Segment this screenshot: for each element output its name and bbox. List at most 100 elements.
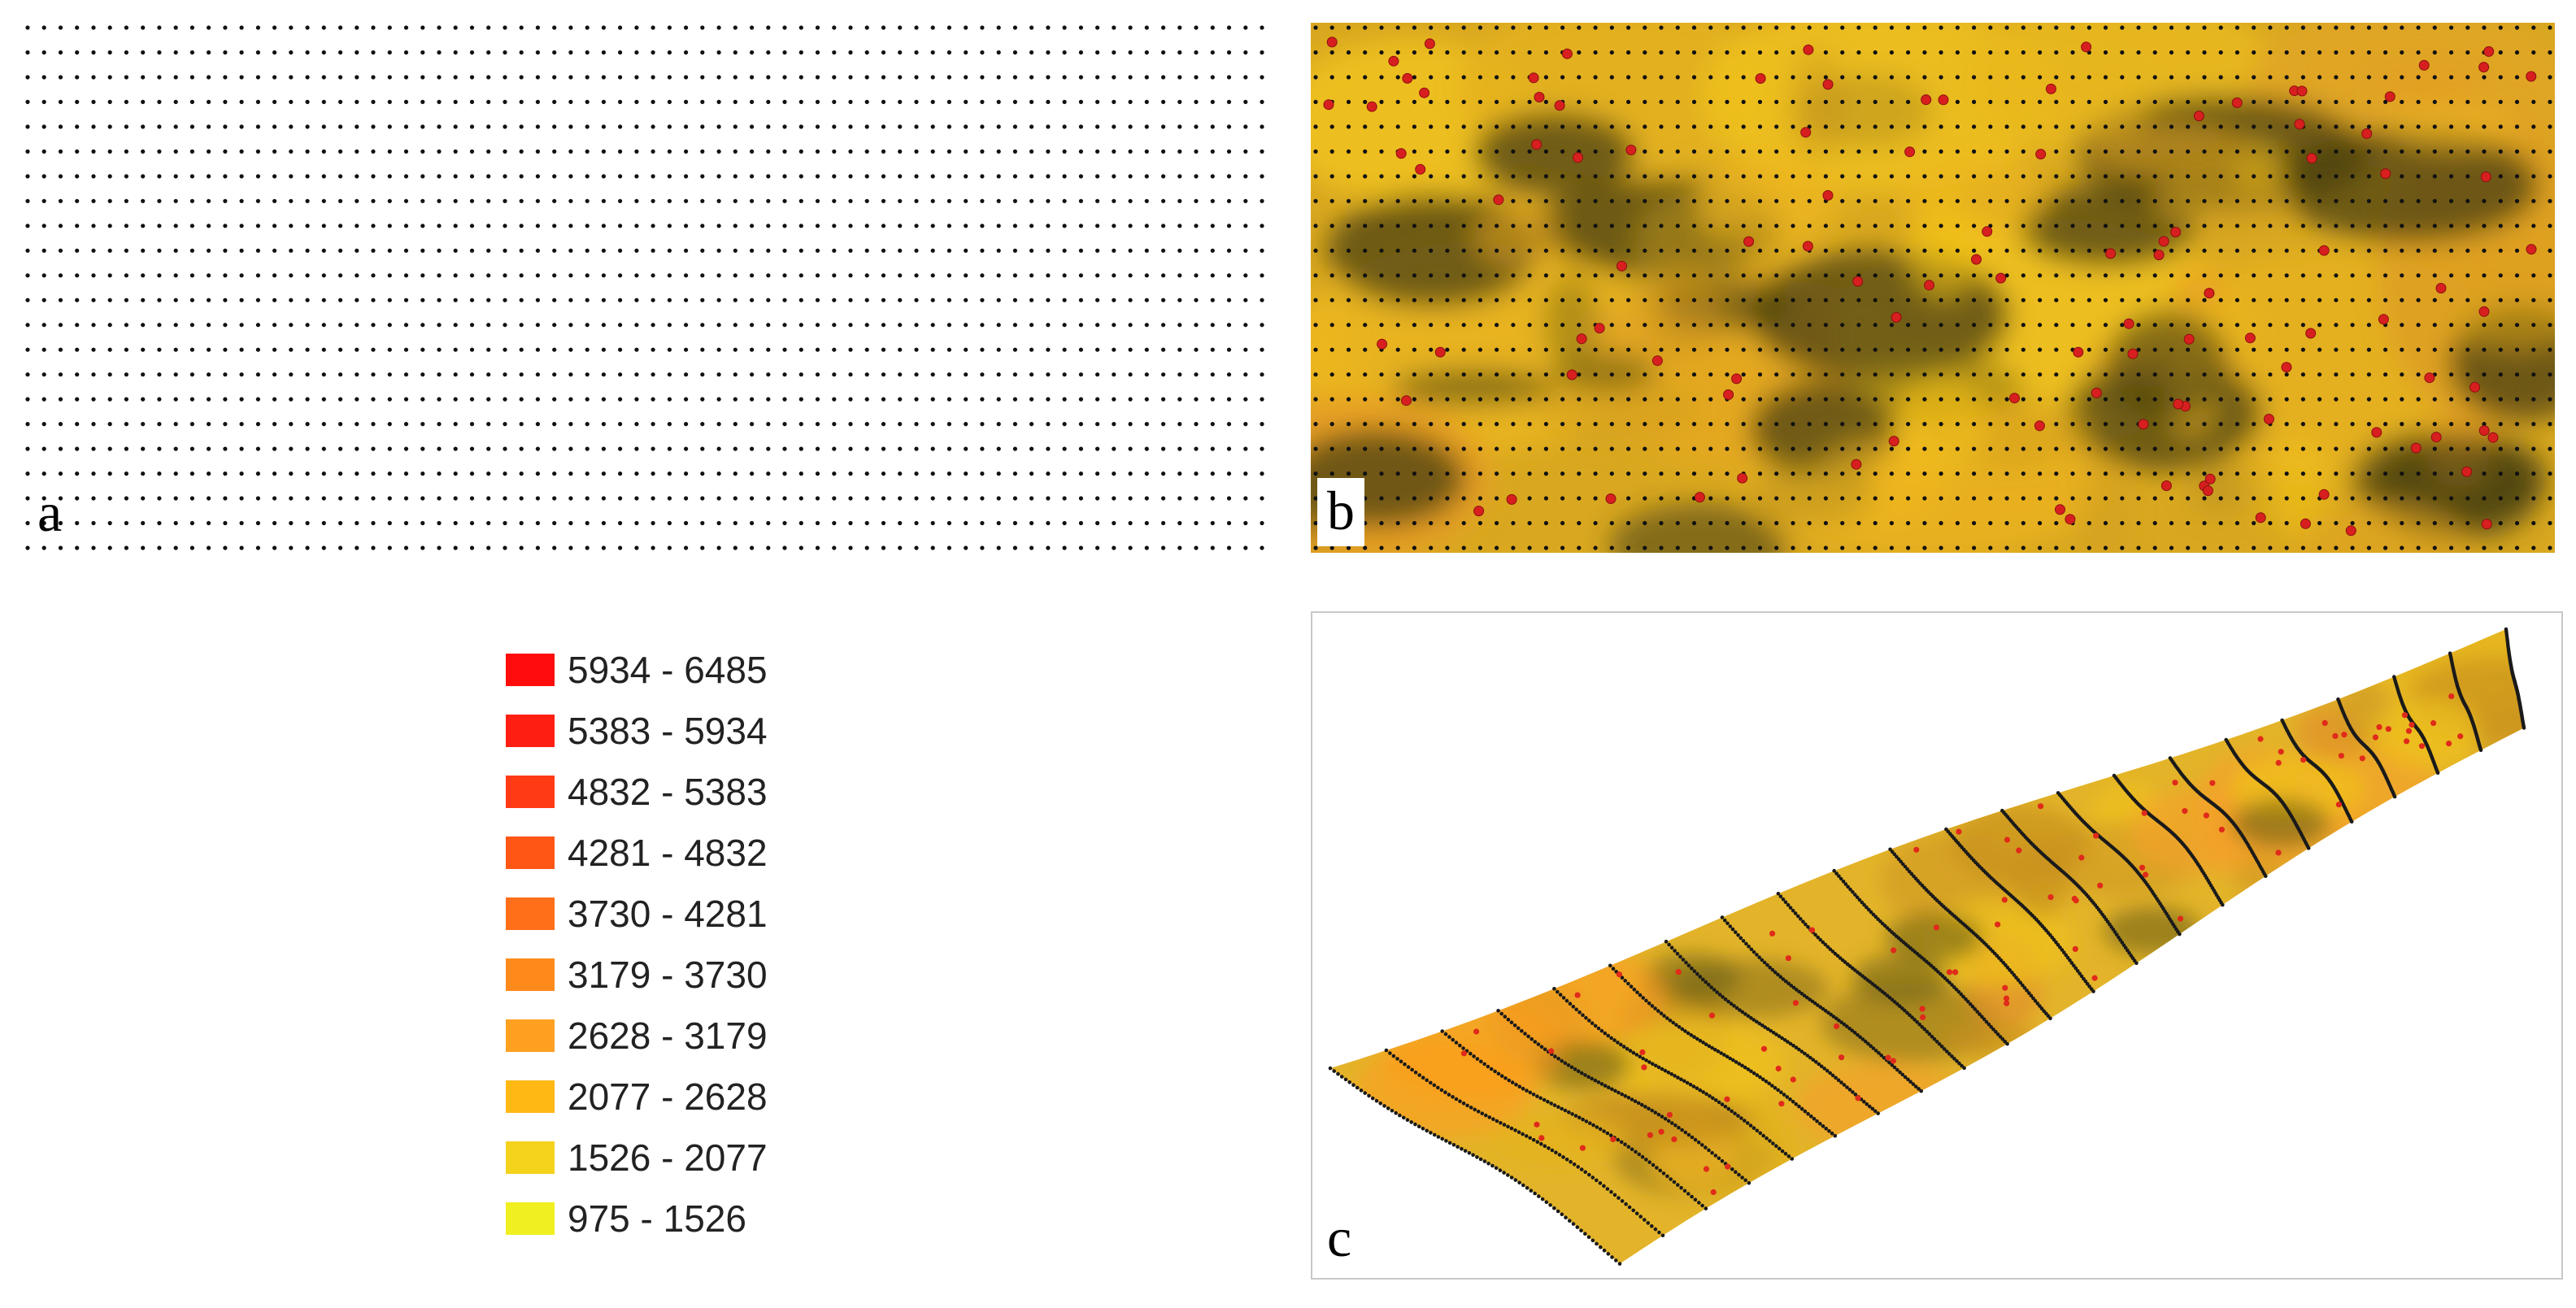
grid-point	[2366, 149, 2371, 154]
sample-point	[1822, 79, 1834, 90]
grid-point	[1095, 347, 1100, 352]
grid-point	[2531, 298, 2536, 302]
grid-point	[1659, 99, 1664, 104]
grid-point	[1807, 298, 1812, 302]
grid-point	[1177, 347, 1182, 352]
grid-point	[1511, 397, 1516, 402]
grid-point	[207, 323, 211, 328]
grid-point	[1939, 422, 1943, 427]
grid-point	[2268, 149, 2273, 154]
grid-point	[1112, 446, 1116, 451]
grid-point	[1988, 496, 1993, 501]
legend-swatch	[506, 1141, 555, 1174]
grid-point	[2202, 422, 2207, 427]
grid-point	[1379, 545, 1384, 550]
grid-point	[1477, 397, 1482, 402]
sample-point	[2478, 306, 2490, 317]
grid-point	[634, 347, 639, 352]
grid-point	[207, 224, 211, 228]
grid-point	[124, 248, 128, 253]
grid-point	[832, 99, 837, 104]
grid-point	[453, 50, 458, 55]
grid-point	[289, 397, 294, 402]
grid-point	[1708, 422, 1713, 427]
grid-point	[189, 422, 194, 427]
grid-point	[2117, 935, 2121, 940]
grid-point	[1593, 545, 1598, 550]
grid-point	[980, 248, 985, 253]
grid-point	[2383, 372, 2388, 377]
grid-point	[1906, 446, 1911, 451]
grid-point	[1095, 545, 1100, 550]
grid-point	[1395, 50, 1400, 55]
grid-point	[1643, 422, 1647, 427]
grid-point	[700, 323, 705, 328]
grid-point	[1177, 248, 1182, 253]
grid-point	[601, 372, 607, 377]
grid-point	[1516, 1026, 1521, 1031]
grid-point	[1511, 25, 1516, 30]
grid-point	[1144, 174, 1149, 179]
grid-point	[503, 248, 507, 253]
panel-label-a: a	[37, 481, 63, 543]
grid-point	[2136, 25, 2141, 30]
grid-point	[1839, 1020, 1844, 1024]
grid-point	[41, 149, 46, 154]
grid-point	[1568, 1002, 1573, 1006]
grid-point	[1609, 471, 1614, 476]
grid-point	[1733, 1111, 1737, 1115]
grid-point	[1144, 446, 1149, 451]
grid-point	[2234, 149, 2239, 154]
grid-point	[2482, 124, 2487, 129]
grid-point	[2548, 273, 2552, 278]
grid-point	[2035, 1002, 2040, 1006]
grid-point	[2350, 298, 2355, 302]
grid-point	[157, 372, 162, 377]
grid-point	[289, 50, 294, 55]
grid-point	[173, 25, 178, 30]
grid-point	[1046, 273, 1051, 278]
grid-point	[996, 446, 1001, 451]
shade-patch	[1852, 955, 1949, 1004]
grid-point	[1477, 347, 1482, 352]
grid-point	[1807, 397, 1812, 402]
grid-point	[1797, 989, 1801, 994]
sample-point	[2430, 432, 2442, 443]
grid-point	[568, 347, 573, 352]
grid-point	[1638, 993, 1643, 997]
grid-point	[469, 174, 475, 179]
grid-point	[255, 496, 260, 501]
grid-point	[1840, 149, 1845, 154]
grid-point	[2078, 971, 2082, 976]
grid-point	[124, 496, 128, 501]
grid-point	[1395, 471, 1400, 476]
grid-point	[2449, 397, 2454, 402]
grid-point	[766, 248, 771, 253]
grid-point	[1412, 496, 1416, 501]
grid-point	[107, 446, 112, 451]
grid-point	[700, 298, 705, 302]
grid-point	[634, 298, 639, 302]
grid-point	[1659, 496, 1664, 501]
legend-item: 3179 - 3730	[506, 944, 768, 1005]
grid-point	[651, 496, 655, 501]
grid-point	[1226, 248, 1232, 253]
grid-point	[1988, 372, 1993, 377]
grid-point	[1695, 971, 1699, 976]
grid-point	[2334, 347, 2339, 352]
grid-point	[750, 298, 755, 302]
grid-point	[1939, 198, 1943, 203]
grid-point	[1329, 323, 1334, 328]
grid-point	[355, 323, 359, 328]
grid-point	[2383, 198, 2388, 203]
grid-point	[1659, 198, 1664, 203]
grid-point	[1774, 298, 1779, 302]
grid-point	[1972, 99, 1977, 104]
grid-point	[1725, 50, 1730, 55]
grid-point	[2400, 347, 2404, 352]
grid-point	[1920, 1024, 1925, 1029]
grid-point	[1128, 347, 1133, 352]
grid-point	[716, 520, 721, 526]
grid-point	[1773, 1085, 1778, 1090]
grid-point	[1046, 347, 1051, 352]
